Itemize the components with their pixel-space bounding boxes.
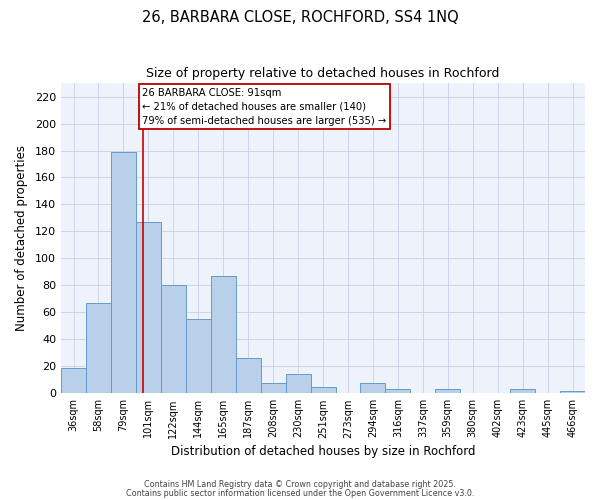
Bar (260, 382, 286, 394)
Text: Contains HM Land Registry data © Crown copyright and database right 2025.: Contains HM Land Registry data © Crown c… (144, 480, 456, 489)
Bar (161, 286, 186, 394)
Bar (436, 390, 460, 394)
Text: Contains public sector information licensed under the Open Government Licence v3: Contains public sector information licen… (126, 488, 474, 498)
Bar (136, 222, 161, 394)
Bar (311, 386, 335, 394)
Bar (186, 319, 211, 394)
Bar (236, 358, 260, 394)
Bar (86, 303, 111, 394)
Bar (560, 390, 585, 394)
Bar (361, 382, 385, 394)
Bar (385, 390, 410, 394)
Title: Size of property relative to detached houses in Rochford: Size of property relative to detached ho… (146, 68, 500, 80)
Bar (510, 390, 535, 394)
X-axis label: Distribution of detached houses by size in Rochford: Distribution of detached houses by size … (171, 444, 475, 458)
Bar (111, 152, 136, 394)
Y-axis label: Number of detached properties: Number of detached properties (15, 145, 28, 331)
Text: 26, BARBARA CLOSE, ROCHFORD, SS4 1NQ: 26, BARBARA CLOSE, ROCHFORD, SS4 1NQ (142, 10, 458, 25)
Bar (286, 374, 311, 394)
Bar (211, 276, 236, 394)
Bar (61, 368, 86, 394)
Text: 26 BARBARA CLOSE: 91sqm
← 21% of detached houses are smaller (140)
79% of semi-d: 26 BARBARA CLOSE: 91sqm ← 21% of detache… (142, 88, 386, 126)
